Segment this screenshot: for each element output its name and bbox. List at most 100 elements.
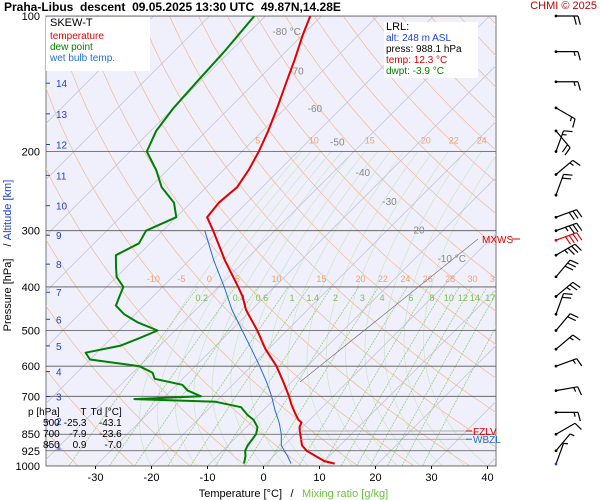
table-row: 700 -7.9 -23.6 bbox=[28, 429, 126, 440]
series-line-dew-point bbox=[84, 16, 259, 464]
altitude-tick-label: 11 bbox=[56, 171, 67, 182]
dry-adiabat-line bbox=[198, 16, 496, 345]
station-coords: 49.87N,14.28E bbox=[260, 0, 341, 14]
temperature-tick-label: 20 bbox=[369, 472, 381, 484]
isotherm-line bbox=[207, 176, 496, 466]
lrl-title: LRL: bbox=[386, 21, 410, 33]
wind-barb-feather bbox=[564, 249, 569, 254]
isotherm-label: -70 bbox=[289, 66, 304, 77]
cell-pressure: 500 bbox=[43, 418, 60, 429]
wind-barb-feather bbox=[569, 116, 573, 122]
dry-adiabat-line bbox=[256, 16, 496, 279]
lrl-temperature: temp: 12.3 °C bbox=[386, 55, 448, 66]
wind-barb-feather bbox=[573, 412, 576, 417]
wind-barb bbox=[554, 433, 575, 453]
levels-table-header: p [hPa] T Td [°C] bbox=[28, 407, 126, 418]
wind-barb bbox=[554, 50, 581, 61]
wind-barb-staff bbox=[555, 334, 574, 350]
cell-pressure: 700 bbox=[43, 429, 60, 440]
wind-barb-feather bbox=[576, 358, 583, 367]
theta-label: 30 bbox=[468, 274, 478, 284]
wind-barb-base bbox=[554, 14, 558, 18]
wind-barb-base bbox=[554, 449, 558, 453]
legend-item-temperature: temperature bbox=[50, 31, 104, 42]
mixing-ratio-label: 0.4 bbox=[233, 293, 246, 303]
wind-barb bbox=[554, 80, 581, 91]
wind-barb bbox=[554, 292, 573, 316]
sounding-datetime: 09.05.2025 13:30 UTC bbox=[132, 0, 255, 14]
mixing-ratio-label: 1 bbox=[290, 293, 295, 303]
wind-barb-staff bbox=[555, 107, 576, 120]
wind-barb-feather bbox=[576, 209, 583, 218]
series-line-wet-bulb-temp bbox=[204, 230, 292, 464]
wind-barb-feather bbox=[564, 265, 574, 271]
theta-label: 30 bbox=[561, 136, 571, 146]
legend-item-wetbulb: wet bulb temp. bbox=[50, 53, 116, 64]
wind-barb-base bbox=[554, 80, 558, 84]
altitude-tick-label: 5 bbox=[56, 342, 62, 353]
wind-barb-feather bbox=[574, 243, 582, 251]
wind-barb bbox=[554, 386, 583, 396]
series-line-temperature bbox=[206, 16, 335, 465]
theta-label: 5 bbox=[235, 274, 240, 284]
altitude-tick-label: 13 bbox=[56, 110, 68, 121]
temperature-tick-label: -20 bbox=[144, 472, 160, 484]
pressure-tick-label: 200 bbox=[22, 146, 40, 158]
wind-barb-base bbox=[554, 462, 558, 466]
wind-barb-feather bbox=[566, 286, 571, 291]
wind-barb-base bbox=[554, 150, 558, 153]
wind-barb-feather bbox=[573, 15, 577, 25]
wind-barb-feather bbox=[576, 222, 583, 231]
wind-barb-feather bbox=[568, 225, 575, 234]
wind-barb bbox=[554, 222, 583, 234]
wind-barb-staff bbox=[555, 443, 565, 465]
wind-barb-feather bbox=[573, 81, 576, 87]
wind-barb bbox=[554, 129, 571, 156]
mixing-ratio-label: 2 bbox=[333, 293, 338, 303]
pressure-tick-label: 600 bbox=[22, 361, 40, 373]
mixing-ratio-label: 6 bbox=[408, 293, 413, 303]
pressure-tick-label: 400 bbox=[22, 282, 40, 294]
mixing-ratio-label: 25 bbox=[517, 293, 527, 303]
wind-barb bbox=[554, 313, 579, 332]
theta-label: 28 bbox=[445, 274, 455, 284]
theta-label: 28 bbox=[533, 136, 543, 146]
wind-barb-staff bbox=[555, 422, 576, 435]
cell-temperature: -25.3 bbox=[63, 418, 87, 429]
wind-barb bbox=[554, 410, 581, 422]
wind-barb-base bbox=[554, 229, 558, 233]
wind-barb-staff bbox=[555, 433, 571, 452]
mixing-ratio-label: 10 bbox=[444, 293, 454, 303]
wind-barb-column bbox=[554, 14, 583, 466]
x-axis-title: Temperature [°C] bbox=[199, 488, 282, 500]
wind-barb-feather bbox=[572, 159, 581, 166]
wind-barb-base bbox=[554, 129, 558, 133]
pressure-tick-label: 300 bbox=[22, 226, 40, 238]
mixing-ratio-label: 4 bbox=[380, 293, 385, 303]
col-pressure: p [hPa] bbox=[28, 407, 60, 418]
temperature-tick-label: -10 bbox=[200, 472, 216, 484]
wind-barb-base bbox=[554, 432, 558, 436]
wind-barb-feather bbox=[572, 334, 581, 341]
pressure-tick-label: 100 bbox=[22, 11, 40, 23]
wind-barb-feather bbox=[577, 51, 581, 61]
wind-barb-base bbox=[554, 312, 558, 316]
temperature-tick-label: 40 bbox=[481, 472, 493, 484]
theta-label: 20 bbox=[356, 274, 366, 284]
wind-barb-base bbox=[554, 389, 558, 393]
wind-barb-feather bbox=[564, 226, 569, 232]
wind-barb bbox=[554, 442, 569, 466]
theta-label: 5 bbox=[255, 136, 260, 146]
wind-barb-staff bbox=[555, 209, 577, 218]
table-row: 850 0.9 -7.0 bbox=[28, 440, 126, 451]
wind-barb-base bbox=[554, 193, 558, 197]
isotherm-line bbox=[263, 232, 496, 466]
isotherm-line bbox=[46, 16, 322, 293]
wind-barb-base bbox=[554, 364, 558, 368]
altitude-tick-label: 14 bbox=[56, 79, 68, 90]
altitude-tick-label: 3 bbox=[56, 393, 62, 404]
cell-dewpoint: -7.0 bbox=[104, 440, 122, 451]
theta-label: 20 bbox=[421, 136, 431, 146]
legend-title: SKEW-T bbox=[50, 17, 93, 29]
